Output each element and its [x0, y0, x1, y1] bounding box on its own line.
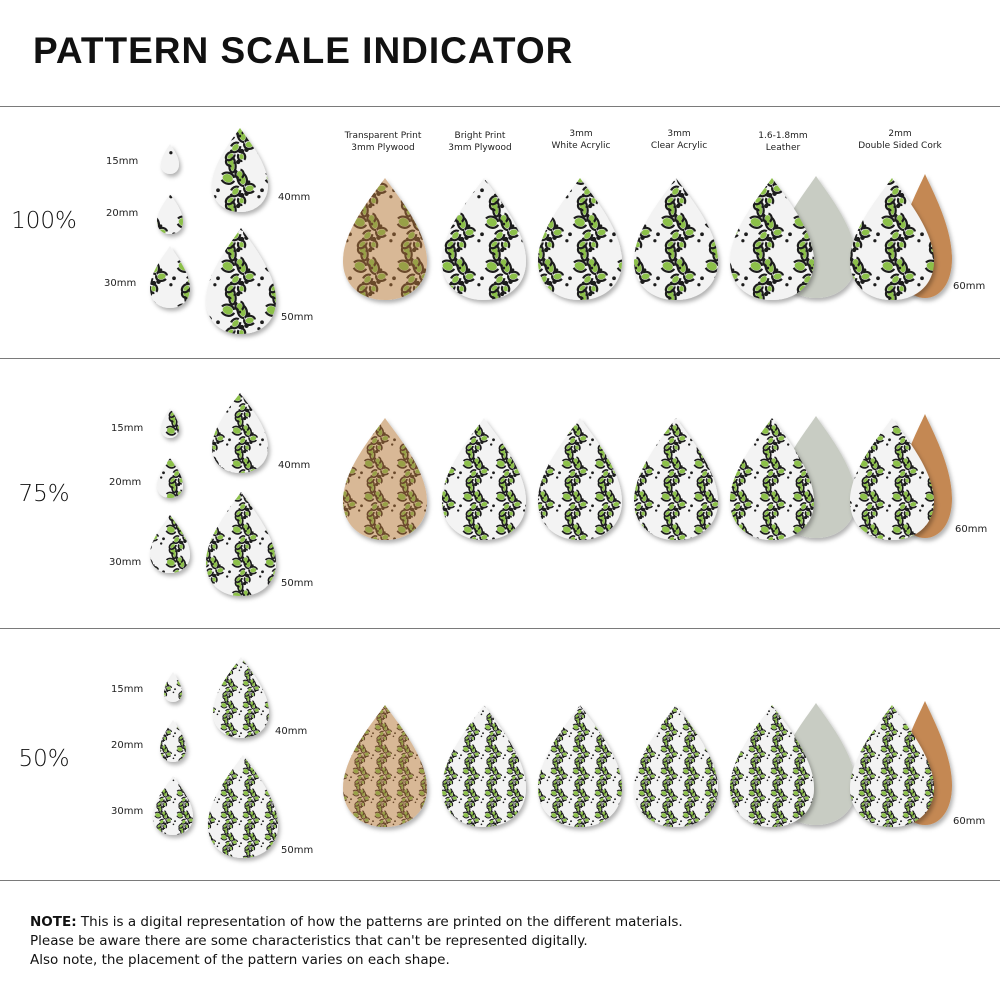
- header-line: 1.6-1.8mm: [758, 131, 808, 141]
- divider: [0, 628, 1000, 629]
- header-line: Transparent Print: [344, 131, 422, 141]
- size-sample-20mm: [157, 458, 183, 498]
- size-label: 40mm: [278, 460, 311, 471]
- sample-clear-acrylic: [634, 418, 718, 540]
- size-sample-40mm: [212, 393, 268, 473]
- section-3: [153, 657, 952, 858]
- size-sample-40mm: [213, 657, 269, 738]
- sample-white-acrylic: [538, 705, 622, 827]
- divider: [0, 106, 1000, 107]
- header-line: 3mm Plywood: [351, 143, 415, 153]
- column-header-white-acrylic: 3mm White Acrylic: [521, 128, 641, 152]
- sample-transparent-plywood: [343, 418, 427, 540]
- size-label: 20mm: [111, 740, 144, 751]
- header-line: Leather: [765, 143, 801, 153]
- size-label: 40mm: [275, 726, 308, 737]
- sample-leather-front: [730, 418, 814, 540]
- size-sample-50mm: [206, 492, 276, 596]
- section-1: [150, 128, 952, 334]
- size-sample-15mm: [161, 408, 179, 438]
- sample-cork-front: [850, 178, 934, 300]
- sample-clear-acrylic: [634, 705, 718, 827]
- size-label: 30mm: [104, 278, 137, 289]
- scale-label-75: 75%: [18, 481, 70, 507]
- size-label: 60mm: [953, 281, 986, 292]
- size-sample-30mm: [153, 776, 193, 835]
- size-label: 40mm: [278, 192, 311, 203]
- size-label: 15mm: [111, 423, 144, 434]
- size-label: 50mm: [281, 578, 314, 589]
- size-label: 30mm: [109, 557, 142, 568]
- page-title: PATTERN SCALE INDICATOR: [33, 30, 574, 71]
- size-sample-50mm: [208, 755, 278, 858]
- sample-transparent-plywood: [343, 178, 427, 300]
- size-sample-50mm: [206, 228, 276, 334]
- header-line: White Acrylic: [551, 141, 611, 151]
- sample-cork-front: [850, 705, 934, 827]
- column-header-cork: 2mm Double Sided Cork: [840, 128, 960, 152]
- size-label: 20mm: [106, 208, 139, 219]
- sample-cork-front: [850, 418, 934, 540]
- column-header-clear-acrylic: 3mm Clear Acrylic: [619, 128, 739, 152]
- size-sample-30mm: [150, 246, 190, 308]
- size-sample-15mm: [161, 144, 179, 174]
- size-label: 60mm: [955, 524, 988, 535]
- size-sample-15mm: [164, 672, 182, 702]
- note-line-2: Please be aware there are some character…: [30, 933, 588, 949]
- divider: [0, 880, 1000, 881]
- note-text: This is a digital representation of how …: [76, 914, 683, 930]
- section-2: [150, 393, 952, 596]
- sample-clear-acrylic: [634, 178, 718, 300]
- column-header-leather: 1.6-1.8mm Leather: [723, 130, 843, 154]
- note-line-3: Also note, the placement of the pattern …: [30, 952, 450, 968]
- size-label: 20mm: [109, 477, 142, 488]
- size-label: 30mm: [111, 806, 144, 817]
- sample-white-acrylic: [538, 418, 622, 540]
- sample-transparent-plywood: [343, 705, 427, 827]
- note-line-1: NOTE: This is a digital representation o…: [30, 913, 683, 932]
- size-label: 15mm: [106, 156, 139, 167]
- header-line: 3mm: [667, 129, 691, 139]
- note: NOTE: This is a digital representation o…: [30, 913, 683, 970]
- header-line: 3mm: [569, 129, 593, 139]
- size-sample-20mm: [157, 194, 183, 234]
- header-line: Clear Acrylic: [650, 141, 708, 151]
- size-label: 15mm: [111, 684, 144, 695]
- size-sample-40mm: [212, 128, 268, 212]
- header-line: Double Sided Cork: [858, 141, 942, 151]
- sample-leather-front: [730, 178, 814, 300]
- size-label: 60mm: [953, 816, 986, 827]
- size-label: 50mm: [281, 312, 314, 323]
- sample-bright-plywood: [442, 418, 526, 540]
- divider: [0, 358, 1000, 359]
- size-sample-30mm: [150, 515, 190, 573]
- sample-bright-plywood: [442, 178, 526, 300]
- sample-leather-front: [730, 705, 814, 827]
- header-line: Bright Print: [454, 131, 506, 141]
- scale-label-50: 50%: [18, 746, 70, 772]
- size-sample-20mm: [160, 720, 186, 762]
- scale-label-100: 100%: [11, 208, 77, 234]
- header-line: 3mm Plywood: [448, 143, 512, 153]
- sample-bright-plywood: [442, 705, 526, 827]
- header-line: 2mm: [888, 129, 912, 139]
- column-header-transparent-plywood: Transparent Print 3mm Plywood: [323, 130, 443, 154]
- size-label: 50mm: [281, 845, 314, 856]
- note-label: NOTE:: [30, 914, 77, 930]
- column-header-bright-plywood: Bright Print 3mm Plywood: [420, 130, 540, 154]
- sample-white-acrylic: [538, 178, 622, 300]
